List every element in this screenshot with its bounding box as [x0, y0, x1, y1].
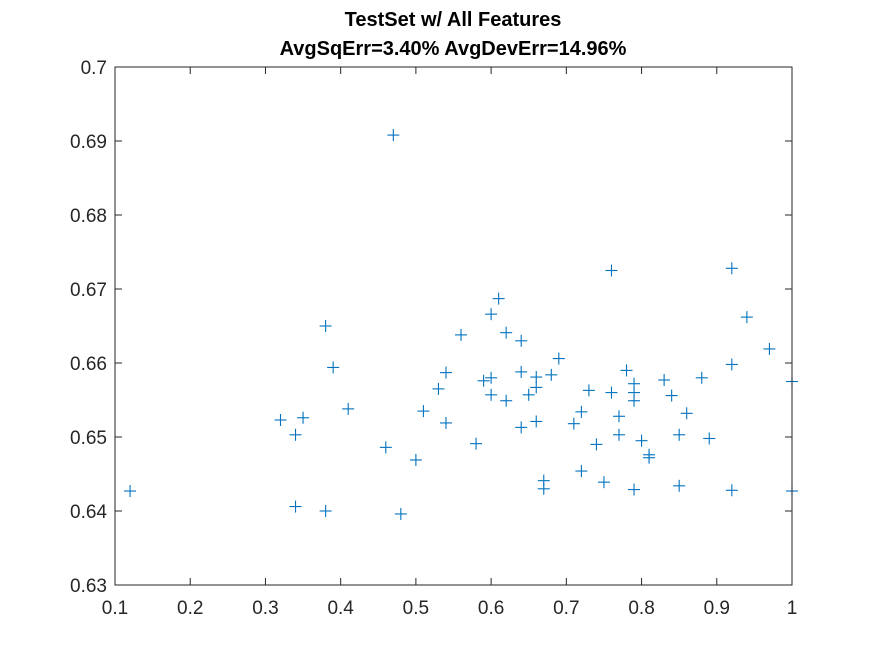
data-point [455, 328, 468, 341]
data-point [628, 483, 641, 496]
data-point [342, 402, 355, 415]
data-point [680, 407, 693, 420]
data-point [612, 428, 625, 441]
data-point [297, 411, 310, 424]
y-tick-label: 0.65 [70, 428, 107, 449]
data-point [575, 405, 588, 418]
data-point [439, 416, 452, 429]
data-point [432, 382, 445, 395]
x-tick-label: 0.3 [252, 598, 278, 619]
data-point [530, 415, 543, 428]
data-point [590, 438, 603, 451]
data-point [658, 374, 671, 387]
data-point [327, 361, 340, 374]
data-point [492, 292, 505, 305]
data-point [500, 394, 513, 407]
data-point [597, 476, 610, 489]
data-point [725, 262, 738, 275]
data-point [725, 358, 738, 371]
data-point [289, 428, 302, 441]
data-point [582, 384, 595, 397]
x-tick-label: 0.5 [403, 598, 429, 619]
data-point [417, 405, 430, 418]
data-point [695, 371, 708, 384]
data-point [387, 129, 400, 142]
data-point [635, 434, 648, 447]
data-point [530, 381, 543, 394]
data-point [673, 479, 686, 492]
data-point [612, 410, 625, 423]
data-point [673, 428, 686, 441]
y-tick-label: 0.69 [70, 132, 107, 153]
data-point [477, 374, 490, 387]
data-point [545, 368, 558, 381]
data-point [485, 388, 498, 401]
data-point [379, 441, 392, 454]
x-tick-label: 1 [787, 598, 798, 619]
chart-title-line-2: AvgSqErr=3.40% AvgDevErr=14.96% [280, 38, 627, 60]
y-tick-label: 0.63 [70, 576, 107, 597]
y-tick-label: 0.67 [70, 280, 107, 301]
data-point [394, 507, 407, 520]
data-point [537, 482, 550, 495]
data-point [485, 371, 498, 384]
data-point [409, 453, 422, 466]
data-point [552, 352, 565, 365]
plot-area [115, 67, 792, 585]
data-point [605, 386, 618, 399]
x-tick-label: 0.6 [478, 598, 504, 619]
data-point [530, 371, 543, 384]
data-point [319, 320, 332, 332]
data-point [470, 437, 483, 450]
data-point [485, 308, 498, 321]
x-tick-label: 0.4 [327, 598, 354, 619]
data-point [515, 421, 528, 434]
data-point [628, 394, 641, 407]
data-point [575, 465, 588, 478]
y-tick-label: 0.64 [70, 502, 107, 523]
data-point [515, 365, 528, 378]
data-point [763, 342, 776, 355]
x-tick-label: 0.9 [704, 598, 730, 619]
y-tick-label: 0.7 [81, 58, 107, 79]
data-point [515, 334, 528, 347]
data-point [500, 326, 513, 339]
data-point [665, 389, 678, 402]
data-point [703, 432, 716, 445]
data-point [740, 311, 753, 324]
x-tick-label: 0.2 [177, 598, 203, 619]
data-point [522, 388, 535, 401]
data-point [319, 505, 332, 517]
data-point [620, 364, 633, 377]
data-point [124, 485, 137, 498]
axes-box [114, 66, 793, 586]
data-point [274, 413, 287, 426]
data-point [643, 451, 656, 464]
chart-title-line-1: TestSet w/ All Features [345, 9, 562, 31]
data-point [439, 366, 452, 379]
data-point [289, 500, 302, 513]
x-tick-label: 0.7 [553, 598, 579, 619]
x-tick-label: 0.1 [102, 598, 128, 619]
data-point [605, 264, 618, 277]
y-tick-label: 0.68 [70, 206, 107, 227]
data-point [725, 484, 738, 497]
x-tick-label: 0.8 [628, 598, 654, 619]
data-point [567, 417, 580, 430]
y-tick-label: 0.66 [70, 354, 107, 375]
